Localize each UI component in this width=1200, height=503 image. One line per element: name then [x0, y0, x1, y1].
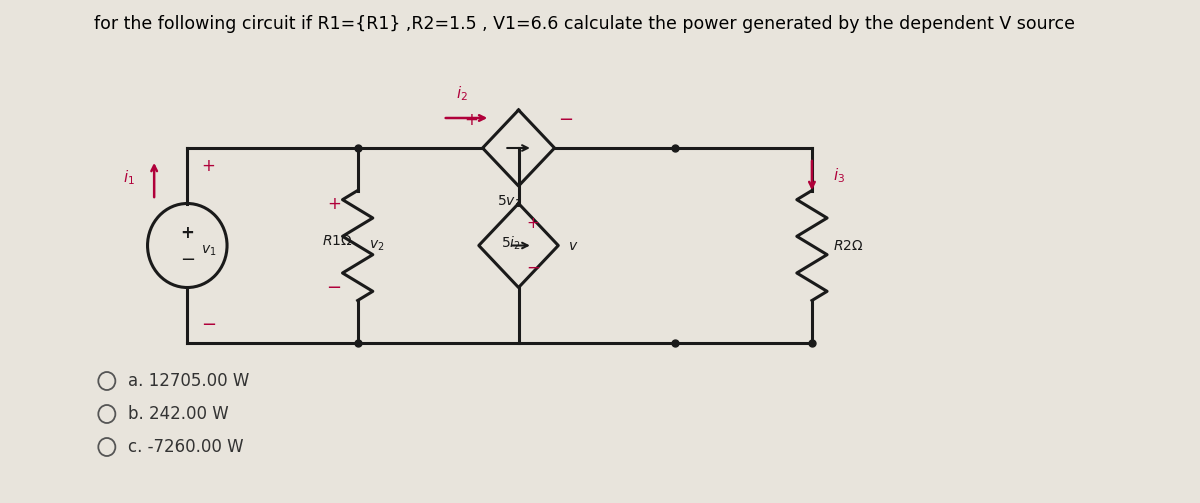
Text: c. -7260.00 W: c. -7260.00 W [127, 438, 244, 456]
Text: a. 12705.00 W: a. 12705.00 W [127, 372, 250, 390]
Text: −: − [558, 111, 574, 129]
Text: −: − [326, 279, 342, 296]
Text: $v_2$: $v_2$ [370, 238, 384, 253]
Text: +: + [527, 216, 539, 231]
Text: $R1\Omega$: $R1\Omega$ [323, 233, 353, 247]
Text: $v$: $v$ [568, 238, 578, 253]
Text: $v_1$: $v_1$ [202, 243, 217, 258]
Text: $i_1$: $i_1$ [124, 169, 136, 187]
Text: −: − [202, 316, 217, 334]
Text: $R2\Omega$: $R2\Omega$ [833, 238, 863, 253]
Text: $i_3$: $i_3$ [833, 166, 845, 185]
Text: +: + [328, 195, 341, 212]
Text: +: + [464, 111, 478, 129]
Text: for the following circuit if R1={R1} ,R2=1.5 , V1=6.6 calculate the power genera: for the following circuit if R1={R1} ,R2… [95, 15, 1075, 33]
Text: $5i_2$: $5i_2$ [502, 235, 521, 252]
Text: +: + [180, 223, 194, 241]
Text: −: − [526, 259, 540, 277]
Text: $i_2$: $i_2$ [456, 85, 468, 103]
Text: $5v_1$: $5v_1$ [497, 194, 521, 210]
Text: −: − [180, 252, 194, 270]
Text: b. 242.00 W: b. 242.00 W [127, 405, 228, 423]
Text: +: + [202, 157, 215, 175]
